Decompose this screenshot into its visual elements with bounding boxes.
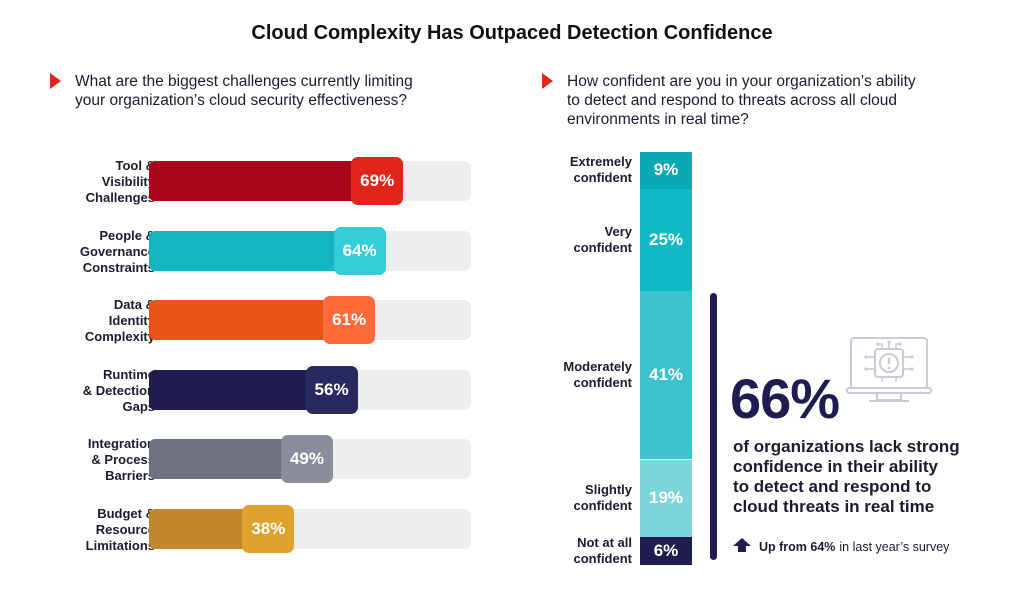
stack-segment: 19% [640, 459, 692, 538]
stack-category-label: Not at all confident [512, 535, 633, 567]
bar-category-label-line: Challenges [85, 190, 155, 205]
chart-title: Cloud Complexity Has Outpaced Detection … [251, 22, 773, 44]
stack-category-label-line: confident [573, 170, 633, 186]
stack-category-label-line: Moderately [563, 359, 632, 375]
callout-line: of organizations lack strong [733, 437, 960, 456]
right-question-line: How confident are you in your organizati… [567, 73, 916, 90]
question-marker-icon [542, 73, 553, 89]
bar-row: Budget & Resource Limitations 38% [20, 504, 480, 554]
bar-value-label: 61% [323, 296, 376, 344]
trend-rest: in last year’s survey [839, 539, 950, 554]
bar-value-label: 56% [305, 365, 358, 414]
stack-category-label: Slightly confident [512, 482, 633, 514]
bar-category-label-line: Data & [113, 297, 155, 312]
bar-value-label: 49% [280, 435, 333, 483]
bar-category-label-line: Visibility [101, 174, 155, 189]
stack-segment: 41% [640, 291, 692, 460]
bar-category-label-line: & Detection [82, 382, 155, 398]
bar-value-label: 64% [333, 226, 386, 275]
bar-category-label-line: Complexity [84, 329, 155, 344]
bar [149, 161, 392, 201]
bar-value-label: 38% [242, 504, 295, 553]
callout-line: to detect and respond to [733, 477, 932, 496]
stack-segment: 6% [640, 537, 692, 566]
bar-category-label: Integration & Process Barriers [25, 436, 155, 484]
stack-category-label-line: Slightly [585, 482, 632, 498]
bar-category-label-line: Resource [95, 521, 155, 537]
bar-category-label-line: Governance [79, 243, 155, 259]
trend-bold: Up from 64% [759, 539, 836, 554]
trend-note: Up from 64% in last year’s survey [733, 538, 949, 555]
bar-category-label: Runtime & Detection Gaps [25, 367, 155, 415]
stack-category-label: Extremely confident [512, 154, 632, 186]
bar-row: Integration & Process Barriers 49% [20, 435, 480, 484]
right-question-line: to detect and respond to threats across … [567, 92, 898, 109]
stack-category-label-line: confident [573, 240, 633, 256]
bar-category-label: Tool & Visibility Challenges [25, 158, 155, 206]
bar-category-label-line: Runtime [103, 366, 155, 382]
right-question-line: environments in real time? [567, 111, 749, 128]
bar-category-label-line: Constraints [82, 259, 155, 275]
stack-category-label-line: confident [573, 375, 633, 391]
stack-category-label-line: Not at all [577, 535, 632, 551]
callout-line: cloud threats in real time [733, 497, 935, 516]
bar-row: People & Governance Constraints 64% [20, 226, 480, 276]
right-question: How confident are you in your organizati… [567, 72, 987, 129]
question-marker-icon [50, 73, 61, 89]
stack-category-label-line: confident [573, 498, 633, 514]
monitor-alert-icon [845, 335, 933, 412]
stack-segment: 9% [640, 152, 692, 189]
stack-category-label-line: confident [573, 551, 633, 567]
bar-category-label-line: Integration [87, 436, 155, 451]
headline-stat: 66% [730, 367, 840, 430]
callout-divider [710, 293, 717, 560]
bar-category-label: People & Governance Constraints [25, 228, 155, 276]
left-question-line: your organization’s cloud security effec… [75, 92, 408, 109]
left-question: What are the biggest challenges currentl… [75, 72, 495, 110]
bar-category-label: Data & Identity Complexity [25, 297, 155, 345]
bar-category-label-line: Limitations [85, 537, 155, 553]
bar-value-label: 69% [351, 157, 404, 205]
stack-category-label: Very confident [512, 224, 633, 256]
stack-category-label-line: Very [604, 224, 632, 240]
bar-category-label-line: & Process [91, 452, 155, 467]
callout-text: of organizations lack strong confidence … [733, 437, 1013, 517]
stack-category-label: Moderately confident [512, 359, 632, 391]
stack-category-label-line: Extremely [569, 154, 632, 170]
bar-category-label-line: People & [99, 227, 155, 243]
bar-category-label: Budget & Resource Limitations [25, 506, 155, 554]
callout-line: confidence in their ability [733, 457, 938, 476]
up-arrow-icon [733, 538, 751, 555]
bar-category-label-line: Tool & [115, 158, 155, 173]
bar-category-label-line: Budget & [97, 505, 155, 521]
stack-segment: 25% [640, 188, 692, 292]
left-question-line: What are the biggest challenges currentl… [75, 73, 413, 90]
bar-row: Runtime & Detection Gaps 56% [20, 365, 480, 415]
bar-row: Data & Identity Complexity 61% [20, 296, 480, 345]
bar-category-label-line: Barriers [105, 468, 155, 483]
bar-category-label-line: Identity [108, 313, 155, 328]
bar-row: Tool & Visibility Challenges 69% [20, 157, 480, 206]
bar-category-label-line: Gaps [122, 398, 155, 414]
